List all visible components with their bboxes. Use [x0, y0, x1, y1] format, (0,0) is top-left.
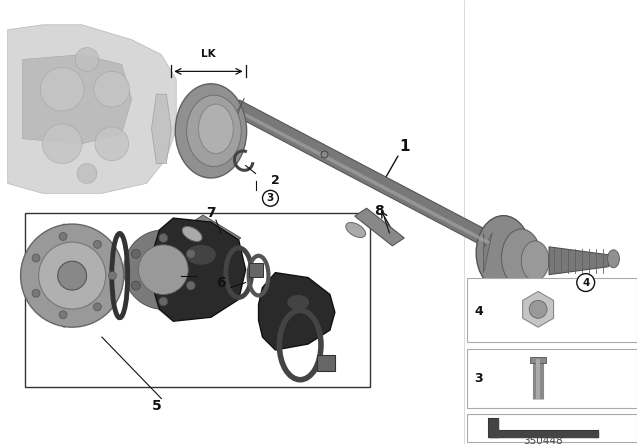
Polygon shape: [232, 100, 492, 247]
Circle shape: [94, 71, 130, 107]
Text: 6: 6: [216, 276, 226, 289]
Ellipse shape: [182, 227, 202, 241]
Text: 5: 5: [152, 400, 161, 414]
FancyBboxPatch shape: [467, 349, 637, 409]
Circle shape: [32, 289, 40, 297]
Ellipse shape: [175, 84, 246, 178]
Polygon shape: [259, 273, 335, 350]
Text: 2: 2: [271, 174, 280, 187]
Circle shape: [577, 274, 595, 292]
Circle shape: [42, 124, 82, 164]
Circle shape: [58, 261, 86, 290]
Circle shape: [59, 233, 67, 241]
Ellipse shape: [187, 95, 241, 167]
Circle shape: [95, 127, 129, 161]
Circle shape: [108, 271, 116, 280]
Polygon shape: [154, 218, 246, 321]
Polygon shape: [549, 247, 609, 275]
Ellipse shape: [501, 229, 541, 287]
Circle shape: [139, 245, 188, 294]
Circle shape: [20, 224, 124, 327]
Ellipse shape: [55, 224, 73, 327]
Text: 3: 3: [267, 193, 274, 203]
Ellipse shape: [521, 241, 549, 280]
Circle shape: [186, 250, 195, 258]
Ellipse shape: [346, 223, 365, 237]
Bar: [530, 357, 546, 363]
Circle shape: [75, 47, 99, 71]
Circle shape: [159, 233, 168, 242]
Circle shape: [124, 230, 203, 309]
Text: LK: LK: [201, 49, 216, 60]
Circle shape: [186, 281, 195, 290]
Circle shape: [59, 311, 67, 319]
Circle shape: [32, 254, 40, 262]
Ellipse shape: [476, 215, 531, 290]
Circle shape: [131, 250, 140, 258]
Circle shape: [159, 297, 168, 306]
Circle shape: [77, 164, 97, 183]
Polygon shape: [488, 431, 598, 437]
Text: 1: 1: [399, 139, 410, 154]
Polygon shape: [8, 25, 176, 194]
Circle shape: [93, 303, 101, 311]
Polygon shape: [191, 215, 241, 246]
Circle shape: [262, 190, 278, 206]
Text: 350448: 350448: [524, 436, 563, 446]
Ellipse shape: [186, 245, 216, 265]
Polygon shape: [233, 98, 244, 143]
Ellipse shape: [287, 295, 309, 310]
Ellipse shape: [198, 104, 233, 154]
Bar: [248, 263, 264, 276]
Polygon shape: [488, 419, 499, 437]
Polygon shape: [152, 94, 172, 164]
Text: 4: 4: [582, 278, 589, 288]
Circle shape: [38, 242, 106, 309]
Circle shape: [40, 67, 84, 111]
Circle shape: [131, 281, 140, 290]
Circle shape: [93, 241, 101, 248]
Text: 3: 3: [475, 372, 483, 385]
Text: 7: 7: [206, 206, 216, 220]
Polygon shape: [355, 208, 404, 246]
Polygon shape: [22, 55, 132, 144]
Bar: [317, 355, 335, 371]
Text: 8: 8: [374, 204, 385, 218]
Circle shape: [529, 301, 547, 318]
FancyBboxPatch shape: [467, 414, 637, 442]
Ellipse shape: [607, 250, 620, 268]
FancyBboxPatch shape: [467, 278, 637, 342]
Polygon shape: [484, 233, 492, 273]
Text: 4: 4: [475, 305, 483, 318]
